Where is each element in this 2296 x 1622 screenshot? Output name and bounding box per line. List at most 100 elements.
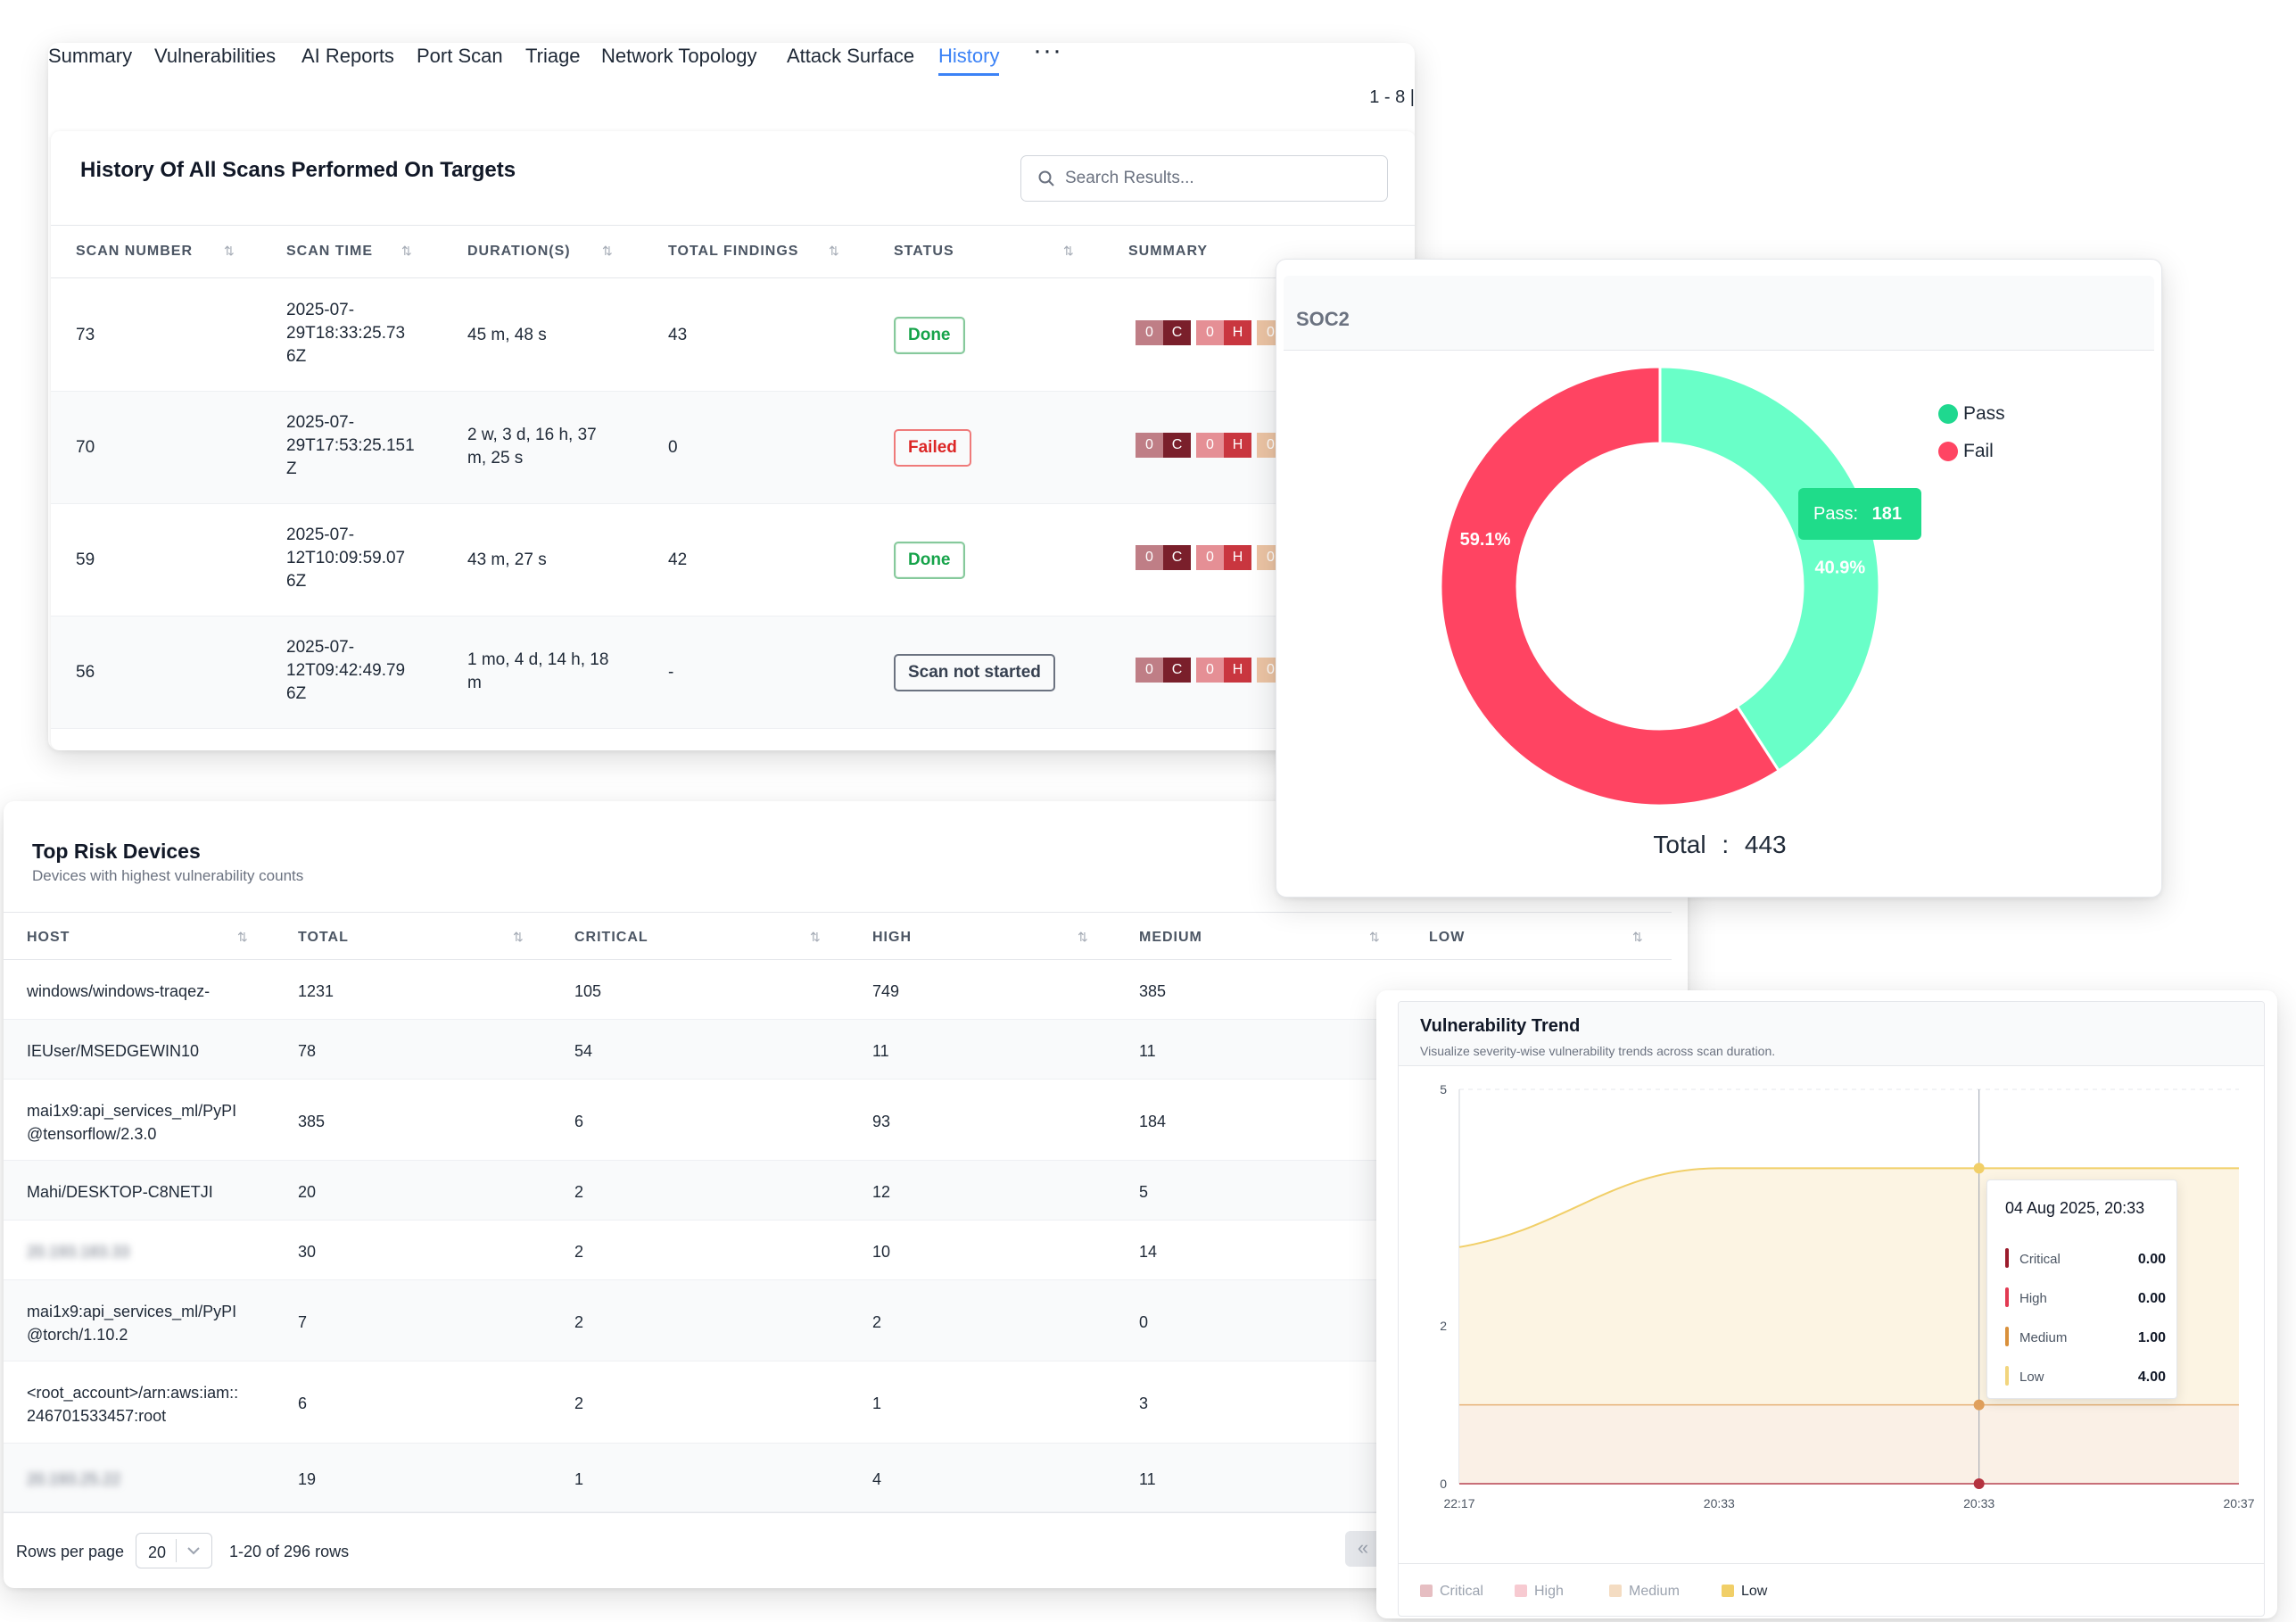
col-host[interactable]: HOST ⇅ (27, 930, 249, 945)
sort-icon[interactable]: ⇅ (1369, 930, 1381, 944)
sort-icon[interactable]: ⇅ (810, 930, 822, 944)
tab-summary[interactable]: Summary (48, 45, 133, 67)
tooltip-label: High (2019, 1291, 2047, 1306)
tab-attack-surface[interactable]: Attack Surface (787, 45, 915, 67)
duration: 45 m, 48 s (467, 326, 547, 344)
legend-label: Critical (1440, 1584, 1483, 1599)
table-row[interactable]: 20.193.183.33 30 2 10 14 (4, 1221, 1672, 1280)
critical-cell: 2 (574, 1312, 584, 1331)
y-tick-label: 0 (1440, 1477, 1447, 1491)
table-row[interactable]: 59 2025-07- 12T10:09:59.07 6Z 43 m, 27 s 4… (51, 504, 1415, 617)
sev-chip: C (1163, 658, 1191, 683)
duration: 43 m, 27 s (467, 550, 547, 569)
table-row[interactable]: mai1x9:api_services_ml/PyPI @tensorflow/2… (4, 1080, 1672, 1161)
total-cell: 19 (298, 1469, 317, 1488)
tab-history[interactable]: History (938, 43, 1000, 76)
panel-subtitle: Devices with highest vulnerability count… (32, 867, 304, 884)
sort-icon[interactable]: ⇅ (513, 930, 524, 944)
sort-icon[interactable]: ⇅ (237, 930, 249, 944)
sort-icon[interactable]: ⇅ (602, 244, 614, 258)
critical-cell: 6 (574, 1112, 584, 1130)
table-row[interactable]: 73 2025-07- 29T18:33:25.73 6Z 45 m, 48 s 4… (51, 279, 1415, 392)
sev-chip: H (1224, 545, 1251, 570)
total-cell: 78 (298, 1041, 317, 1060)
search-box[interactable] (1020, 155, 1388, 202)
critical-cell: 54 (574, 1041, 593, 1060)
sev-chip: C (1163, 545, 1191, 570)
tab-vulnerabilities[interactable]: Vulnerabilities (154, 45, 277, 67)
total-cell: 30 (298, 1242, 317, 1261)
scan-number: 73 (76, 326, 95, 344)
search-icon (1038, 170, 1054, 186)
sev-chip: 0 (1136, 320, 1163, 345)
table-row[interactable]: windows/windows-traqez- 1231 105 749 385 (4, 960, 1672, 1020)
col-status[interactable]: STATUS ⇅ (894, 244, 1075, 259)
sort-icon[interactable]: ⇅ (1632, 930, 1644, 944)
pie-slice-fail[interactable] (1439, 365, 1781, 807)
sev-chip: C (1163, 433, 1191, 458)
col-scan-number[interactable]: SCAN NUMBER ⇅ (76, 244, 235, 259)
area-medium (1459, 1404, 2239, 1484)
legend-label: High (1534, 1584, 1564, 1599)
sort-icon[interactable]: ⇅ (224, 244, 235, 258)
status-badge: Scan not started (894, 654, 1055, 691)
total-cell: 20 (298, 1182, 317, 1201)
point-medium (1973, 1399, 1985, 1411)
medium-cell: 3 (1139, 1394, 1149, 1412)
host-cell: 20.193.25.22 (27, 1469, 121, 1488)
col-medium[interactable]: MEDIUM ⇅ (1139, 930, 1381, 945)
tab-ai-reports[interactable]: AI Reports (301, 45, 394, 67)
tooltip-label: Pass: (1813, 504, 1859, 524)
pie-slice-pass[interactable] (1658, 365, 1881, 773)
tab-port-scan[interactable]: Port Scan (417, 45, 503, 67)
table-row[interactable]: <root_account>/arn:aws:iam:: 246701533457… (4, 1361, 1672, 1444)
y-tick-label: 2 (1440, 1319, 1447, 1333)
tooltip-item-critical: Critical 0.00 (2005, 1248, 2166, 1270)
y-tick-label: 5 (1440, 1082, 1447, 1097)
col-duration[interactable]: DURATION(S) ⇅ (467, 244, 614, 259)
tooltip-swatch (2005, 1366, 2009, 1386)
legend-swatch (1938, 442, 1958, 461)
chevrons-left-icon[interactable]: « (1345, 1531, 1381, 1567)
sev-chip: 0 (1196, 658, 1224, 683)
x-tick-label: 20:33 (1704, 1496, 1735, 1510)
tooltip-item-low: Low 4.00 (2005, 1366, 2166, 1387)
high-cell: 749 (872, 981, 900, 1000)
soc2-donut-chart: 40.9% 59.1% (1439, 365, 1881, 807)
trend-tooltip: 04 Aug 2025, 20:33 Critical 0.00 High 0.00 M… (1986, 1179, 2177, 1399)
sort-icon[interactable]: ⇅ (401, 244, 413, 258)
tab-network-topology[interactable]: Network Topology (601, 45, 757, 67)
sort-icon[interactable]: ⇅ (829, 244, 840, 258)
tooltip-value: 4.00 (2137, 1370, 2166, 1385)
tooltip-swatch (2005, 1248, 2009, 1268)
host-cell: 20.193.183.33 (27, 1242, 130, 1261)
scan-number: 70 (76, 438, 95, 457)
sort-icon[interactable]: ⇅ (1063, 244, 1075, 258)
col-critical[interactable]: CRITICAL ⇅ (574, 930, 822, 945)
pie-label-pass: 40.9% (1815, 559, 1866, 578)
series-line-low (1458, 1167, 2239, 1248)
col-scan-time[interactable]: SCAN TIME ⇅ (286, 244, 413, 259)
table-row[interactable]: 70 2025-07- 29T17:53:25.151 Z 2 w, 3 d, 16… (51, 392, 1415, 504)
col-low[interactable]: LOW ⇅ (1429, 930, 1644, 945)
more-horizontal-icon[interactable]: ··· (1033, 43, 1062, 65)
host-cell: mai1x9:api_services_ml/PyPI @tensorflow/2… (27, 1101, 237, 1143)
col-high[interactable]: HIGH ⇅ (872, 930, 1089, 945)
high-cell: 11 (872, 1041, 889, 1060)
col-total-findings[interactable]: TOTAL FINDINGS ⇅ (668, 244, 840, 259)
status-badge: Done (894, 542, 965, 579)
rows-per-page-select[interactable]: 20 (136, 1533, 212, 1568)
sev-chip: 0 (1136, 545, 1163, 570)
total-findings: - (668, 663, 674, 682)
table-row[interactable]: 56 2025-07- 12T09:42:49.79 6Z 1 mo, 4 d, 1… (51, 617, 1415, 729)
tab-triage[interactable]: Triage (525, 45, 581, 67)
col-summary[interactable]: SUMMARY (1128, 244, 1209, 259)
legend-label: Medium (1629, 1584, 1680, 1599)
critical-cell: 105 (574, 981, 602, 1000)
medium-cell: 14 (1139, 1242, 1158, 1261)
scan-time: 2025-07- 12T09:42:49.79 6Z (286, 638, 406, 703)
col-total[interactable]: TOTAL ⇅ (298, 930, 524, 945)
sort-icon[interactable]: ⇅ (1078, 930, 1089, 944)
search-input[interactable] (1065, 165, 1368, 192)
medium-cell: 385 (1139, 981, 1167, 1000)
